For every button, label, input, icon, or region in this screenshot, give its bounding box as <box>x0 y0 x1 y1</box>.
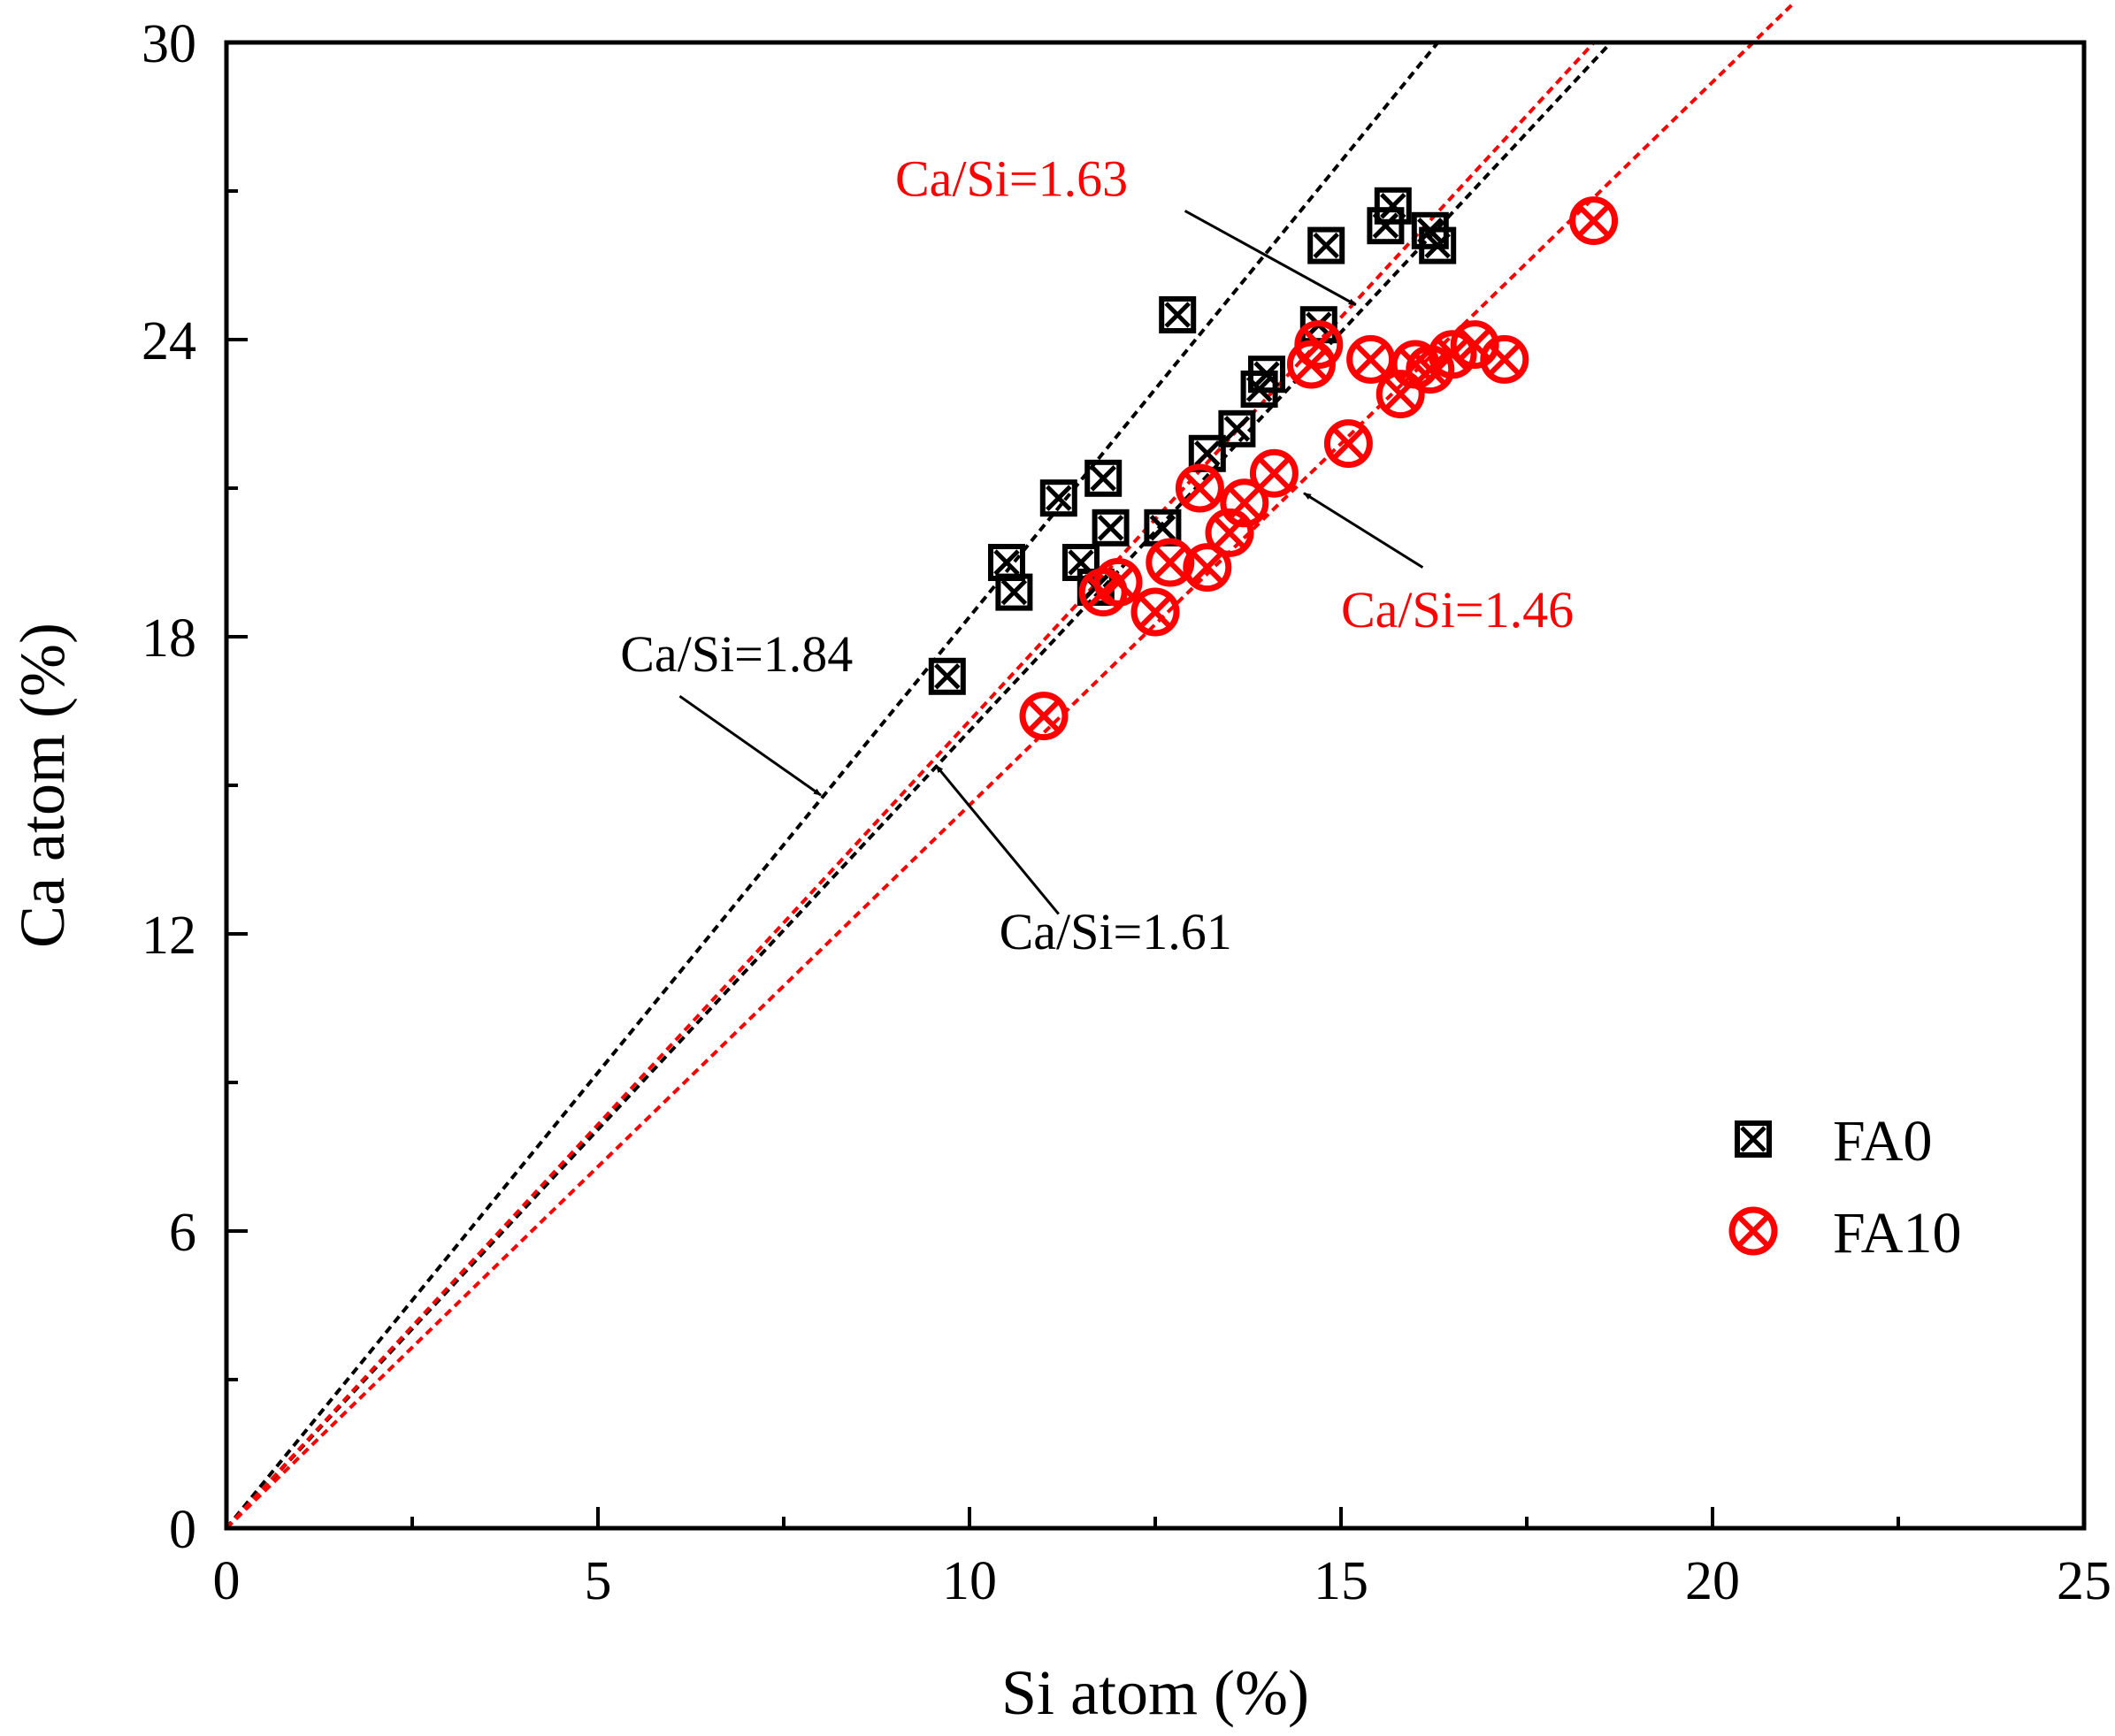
fa0-point <box>1159 296 1197 333</box>
annotations: Ca/Si=1.84 Ca/Si=1.61 Ca/Si=1.63 Ca/Si=1.46 <box>620 150 1574 960</box>
fa0-point <box>1092 509 1130 547</box>
x-axis-title: Si atom (%) <box>1001 1657 1309 1728</box>
legend-label-fa0: FA0 <box>1833 1109 1932 1174</box>
x-tick-label: 15 <box>1314 1551 1368 1611</box>
reference-line <box>225 42 1596 1530</box>
y-tick-labels: 0 6 12 18 24 30 <box>142 14 196 1560</box>
y-tick-label: 6 <box>169 1203 196 1263</box>
annotation-arrow <box>1184 210 1357 307</box>
reference-line <box>225 42 1439 1530</box>
annotation-arrow <box>678 694 822 797</box>
x-tick-labels: 0 5 10 15 20 25 <box>213 1551 2112 1611</box>
fa10-point <box>1175 463 1224 513</box>
fa10-point <box>1323 419 1373 469</box>
data-points <box>928 187 1619 741</box>
y-tick-label: 30 <box>142 14 196 74</box>
fa10-point <box>1093 557 1143 607</box>
reference-line <box>225 1 1796 1530</box>
reference-lines <box>225 1 1796 1530</box>
legend-marker-fa10 <box>1728 1206 1778 1256</box>
legend: FA0 FA10 <box>1728 1109 1961 1266</box>
fa0-point <box>1307 226 1345 264</box>
x-tick-label: 5 <box>585 1551 612 1611</box>
annotation-arrow <box>935 764 1060 915</box>
annotation-label: Ca/Si=1.61 <box>1000 903 1232 960</box>
y-tick-label: 0 <box>169 1500 196 1560</box>
fa10-point <box>1183 543 1232 593</box>
y-tick-label: 24 <box>142 311 196 371</box>
fa10-point <box>1130 587 1180 637</box>
fa0-point <box>1248 356 1285 394</box>
fa10-point <box>1249 448 1299 498</box>
fa10-point <box>1480 334 1529 384</box>
fa10-point <box>1019 692 1069 741</box>
annotation-label: Ca/Si=1.84 <box>620 625 853 683</box>
fa10-point <box>1569 196 1619 246</box>
legend-marker-fa0 <box>1735 1120 1772 1158</box>
fa10-point <box>1294 320 1344 370</box>
x-tick-label: 20 <box>1685 1551 1740 1611</box>
fa0-point <box>1084 459 1123 497</box>
fa0-point <box>1419 226 1457 264</box>
fa0-point <box>928 657 966 695</box>
reference-line <box>225 43 1610 1530</box>
fa0-point <box>995 573 1033 611</box>
annotation-label: Ca/Si=1.46 <box>1341 581 1574 639</box>
x-tick-label: 10 <box>942 1551 997 1611</box>
axis-ticks <box>225 41 2086 1530</box>
annotation-label: Ca/Si=1.63 <box>895 150 1128 208</box>
legend-label-fa10: FA10 <box>1833 1201 1961 1266</box>
fa0-point <box>1218 409 1256 447</box>
fa10-point <box>1146 538 1195 587</box>
y-tick-label: 18 <box>142 608 196 669</box>
fa10-point <box>1428 330 1477 379</box>
x-tick-label: 25 <box>2057 1551 2111 1611</box>
fa10-point <box>1346 334 1396 384</box>
y-tick-label: 12 <box>142 906 196 966</box>
plot-frame <box>224 40 2087 1531</box>
y-axis-title: Ca atom (%) <box>7 623 78 948</box>
annotation-arrow <box>1303 492 1424 569</box>
x-tick-label: 0 <box>213 1551 241 1611</box>
fa0-point <box>1374 187 1412 225</box>
fa10-point <box>1220 478 1269 528</box>
fa0-point <box>1039 479 1077 517</box>
